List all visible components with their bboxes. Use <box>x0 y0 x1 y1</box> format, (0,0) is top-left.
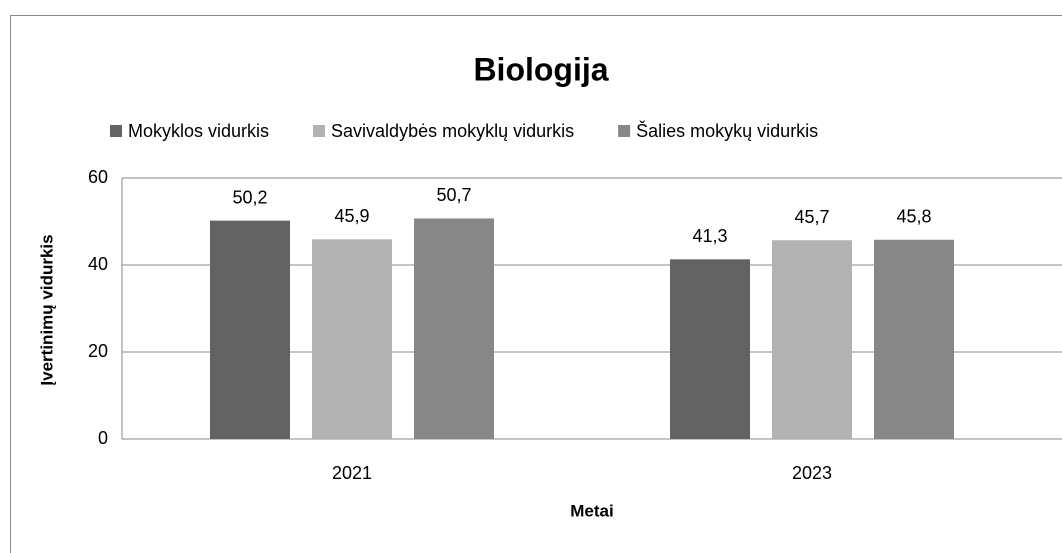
value-label: 50,2 <box>232 187 267 207</box>
y-tick-label: 20 <box>88 341 108 361</box>
legend-label: Mokyklos vidurkis <box>128 121 269 141</box>
x-tick-label: 2023 <box>792 463 832 483</box>
chart-title: Biologija <box>473 51 608 87</box>
legend-label: Savivaldybės mokyklų vidurkis <box>331 121 574 141</box>
value-label: 45,9 <box>334 206 369 226</box>
legend-swatch <box>313 125 326 137</box>
bar <box>670 259 750 439</box>
legend-swatch <box>110 125 122 137</box>
bar <box>210 220 290 439</box>
bar <box>772 240 852 439</box>
value-label: 45,7 <box>794 207 829 227</box>
legend-label: Šalies mokykų vidurkis <box>636 120 818 141</box>
bar <box>312 239 392 439</box>
x-tick-label: 2021 <box>332 463 372 483</box>
y-tick-label: 40 <box>88 254 108 274</box>
value-label: 50,7 <box>436 185 471 205</box>
x-axis-title: Metai <box>570 501 613 520</box>
y-axis-title: Įvertinimų vidurkis <box>37 234 56 385</box>
bar <box>414 218 494 439</box>
y-tick-label: 60 <box>88 167 108 187</box>
y-tick-label: 0 <box>98 428 108 448</box>
bar <box>874 239 954 439</box>
value-label: 41,3 <box>692 226 727 246</box>
value-label: 45,8 <box>896 207 931 227</box>
legend-swatch <box>618 125 631 137</box>
